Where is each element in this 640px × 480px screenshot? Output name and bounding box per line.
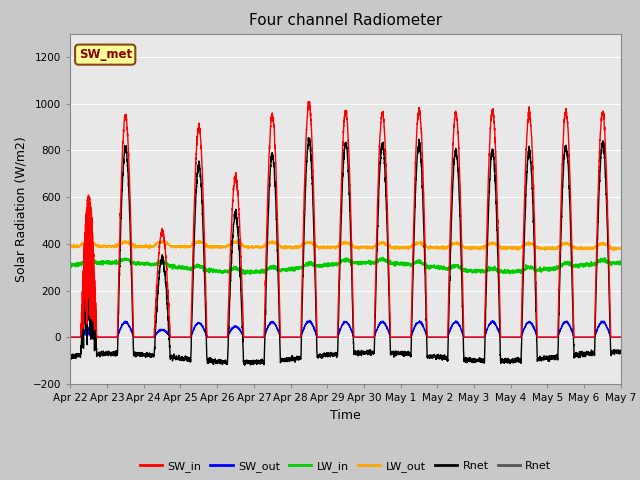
SW_in xyxy=(500,335,508,340)
LW_in xyxy=(469,268,477,274)
Text: SW_met: SW_met xyxy=(79,48,132,61)
X-axis label: Time: Time xyxy=(330,408,361,421)
Line: LW_out: LW_out xyxy=(70,240,621,250)
Rnet xyxy=(166,337,173,343)
LW_out xyxy=(616,246,624,252)
SW_out xyxy=(166,333,173,338)
LW_in xyxy=(246,272,254,277)
SW_out xyxy=(616,335,624,340)
Rnet xyxy=(67,353,74,359)
Y-axis label: Solar Radiation (W/m2): Solar Radiation (W/m2) xyxy=(15,136,28,282)
LW_out xyxy=(166,242,173,248)
SW_out xyxy=(325,335,333,340)
Rnet xyxy=(469,359,477,364)
LW_in xyxy=(67,262,74,267)
SW_in xyxy=(305,99,312,105)
LW_out xyxy=(325,245,333,251)
LW_in xyxy=(500,268,508,274)
SW_out xyxy=(438,335,446,340)
LW_in xyxy=(617,262,625,267)
LW_out xyxy=(438,247,446,252)
SW_in xyxy=(616,335,624,340)
Line: Rnet: Rnet xyxy=(70,138,621,365)
SW_in xyxy=(325,335,333,340)
Line: LW_in: LW_in xyxy=(70,257,621,275)
LW_out xyxy=(500,244,508,250)
SW_out xyxy=(617,335,625,340)
SW_in xyxy=(617,335,625,340)
SW_in xyxy=(469,335,477,340)
Rnet xyxy=(500,357,508,362)
Legend: SW_in, SW_out, LW_in, LW_out, Rnet, Rnet: SW_in, SW_out, LW_in, LW_out, Rnet, Rnet xyxy=(135,457,556,477)
LW_in xyxy=(616,262,624,267)
LW_in xyxy=(380,254,387,260)
Title: Four channel Radiometer: Four channel Radiometer xyxy=(249,13,442,28)
SW_out xyxy=(306,317,314,323)
LW_out xyxy=(617,246,625,252)
SW_in xyxy=(166,314,173,320)
SW_in xyxy=(67,335,74,340)
Line: SW_in: SW_in xyxy=(70,102,621,337)
Rnet xyxy=(617,350,625,356)
Rnet xyxy=(616,350,624,356)
SW_in xyxy=(438,335,446,340)
LW_out xyxy=(269,238,276,243)
Rnet xyxy=(305,135,312,141)
LW_out xyxy=(67,243,74,249)
LW_out xyxy=(469,246,477,252)
SW_out xyxy=(67,335,74,340)
Rnet xyxy=(241,362,248,368)
LW_in xyxy=(439,265,447,271)
SW_out xyxy=(500,335,508,340)
LW_in xyxy=(325,262,333,268)
LW_out xyxy=(514,247,522,253)
Line: SW_out: SW_out xyxy=(70,320,621,337)
Rnet xyxy=(325,352,333,358)
SW_out xyxy=(469,335,477,340)
Rnet xyxy=(439,356,447,361)
LW_in xyxy=(166,263,173,269)
